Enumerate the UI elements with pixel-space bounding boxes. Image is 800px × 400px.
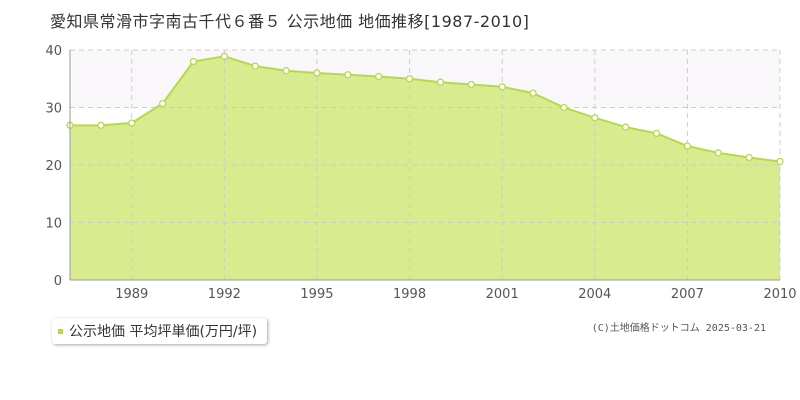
data-point <box>128 119 136 127</box>
data-point <box>683 142 692 150</box>
chart-title: 愛知県常滑市字南古千代６番５ 公示地価 地価推移[1987-2010] <box>50 12 530 31</box>
data-point <box>189 57 198 66</box>
x-tick-label: 2004 <box>578 287 611 302</box>
data-point <box>529 89 537 97</box>
x-tick-label: 2010 <box>763 287 796 302</box>
data-point <box>158 99 167 108</box>
data-point <box>498 83 506 91</box>
data-point <box>745 153 753 162</box>
series-line <box>70 55 781 163</box>
y-tick-label: 10 <box>45 217 62 232</box>
data-point <box>776 157 784 166</box>
data-point <box>251 62 259 70</box>
data-point <box>220 52 228 60</box>
data-point <box>282 67 290 75</box>
data-point <box>652 129 661 138</box>
legend-label: 公示地価 平均坪単価(万円/坪) <box>69 324 258 340</box>
data-point <box>405 75 414 83</box>
data-point <box>560 103 568 112</box>
data-point <box>313 69 321 77</box>
y-tick-label: 20 <box>45 159 62 174</box>
data-point <box>97 121 105 129</box>
data-point <box>344 71 352 79</box>
data-point <box>591 114 599 122</box>
legend-marker-icon <box>58 328 63 334</box>
area-fill <box>70 56 780 281</box>
data-point <box>467 80 475 89</box>
x-tick-label: 2001 <box>486 287 519 302</box>
credit-text: (C)土地価格ドットコム 2025-03-21 <box>591 323 766 334</box>
data-point <box>436 78 445 86</box>
y-tick-label: 30 <box>45 102 62 117</box>
legend: 公示地価 平均坪単価(万円/坪) <box>52 318 268 344</box>
x-tick-label: 1989 <box>115 287 148 302</box>
x-tick-label: 2007 <box>671 287 704 302</box>
y-tick-label: 0 <box>54 274 62 289</box>
x-tick-label: 1992 <box>208 287 241 302</box>
data-point <box>622 123 630 131</box>
x-tick-label: 1995 <box>300 287 333 302</box>
y-tick-label: 40 <box>45 44 62 59</box>
data-point <box>375 72 383 81</box>
data-point <box>714 149 722 157</box>
x-tick-label: 1998 <box>393 287 426 302</box>
